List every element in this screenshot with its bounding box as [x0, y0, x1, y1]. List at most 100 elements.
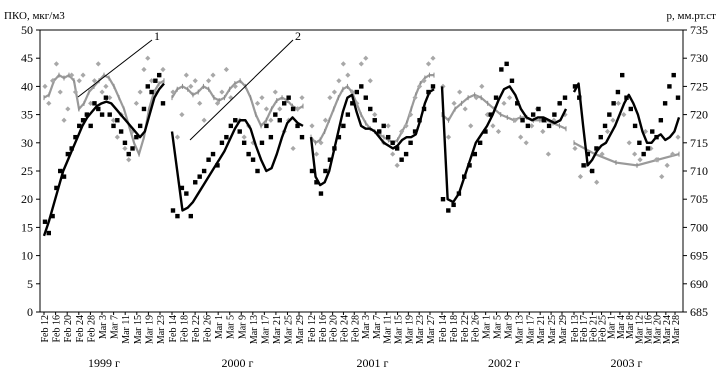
- pressure-point: [88, 100, 94, 106]
- pressure-point: [653, 157, 659, 163]
- pko-point: [290, 106, 296, 112]
- pko-point: [572, 84, 578, 89]
- pko-point: [224, 134, 229, 140]
- pressure-point: [615, 100, 621, 106]
- pressure-point: [664, 162, 670, 168]
- x-tick-label: Mar 13: [249, 315, 260, 344]
- pko-point: [103, 95, 109, 100]
- year-4-series: [440, 61, 568, 213]
- pko-point: [259, 140, 265, 145]
- annotation-2-leader: [189, 39, 294, 141]
- pressure-point: [268, 117, 274, 123]
- pko-point: [273, 112, 278, 117]
- pko-point: [65, 151, 71, 157]
- pko-point: [268, 134, 274, 140]
- pressure-point: [610, 117, 616, 123]
- pko-point: [286, 95, 291, 100]
- pressure-point: [490, 123, 496, 129]
- pko-point: [390, 140, 395, 145]
- annotation-2-label: 2: [295, 29, 301, 43]
- x-tick-label: Mar 8: [625, 315, 636, 339]
- pko-point: [477, 140, 483, 145]
- pko-point: [219, 140, 225, 145]
- pko-point: [350, 101, 355, 106]
- pko-point: [134, 134, 139, 140]
- pko-point: [88, 123, 93, 129]
- pko-point: [585, 151, 591, 157]
- pko-point: [197, 174, 202, 179]
- pko-point: [210, 151, 216, 157]
- pko-point: [472, 151, 478, 157]
- pko-point: [241, 140, 247, 145]
- pko-point: [206, 157, 211, 162]
- pressure-point: [50, 78, 56, 84]
- left-tick-label: 35: [21, 108, 33, 122]
- pressure-point: [137, 89, 143, 95]
- pko-point: [363, 95, 368, 100]
- right-tick-label: 715: [690, 136, 708, 150]
- pressure-point: [313, 151, 320, 157]
- left-tick-label: 15: [21, 220, 33, 234]
- x-tick-label: Mar 21: [536, 315, 547, 344]
- pko-point: [403, 151, 409, 157]
- pko-point: [658, 118, 664, 123]
- pressure-point: [403, 123, 409, 129]
- pko-point: [641, 151, 646, 157]
- pko-point: [193, 180, 198, 185]
- left-tick-label: 20: [21, 192, 33, 206]
- pressure-point: [626, 140, 632, 146]
- x-tick-label: Feb 26: [471, 315, 482, 343]
- x-tick-label: Feb 14: [168, 315, 179, 343]
- x-tick-label: Feb 18: [180, 315, 191, 343]
- pko-point: [662, 101, 668, 106]
- pressure-point: [148, 78, 155, 84]
- x-tick-label: Mar 12: [634, 315, 645, 344]
- pressure-point: [46, 100, 52, 106]
- right-tick-label: 705: [690, 192, 708, 206]
- x-tick-label: Mar 7: [372, 315, 383, 339]
- pko-point: [440, 197, 446, 202]
- pressure-point: [210, 72, 216, 78]
- year-3-series: [309, 55, 436, 196]
- pressure-point: [72, 89, 79, 95]
- pko-point: [295, 123, 300, 129]
- pko-point: [145, 84, 150, 89]
- pko-point: [96, 106, 101, 112]
- right-tick-label: 735: [690, 23, 708, 37]
- pressure-point: [272, 89, 278, 95]
- pko-curve: [572, 82, 681, 167]
- x-tick-label: Mar 1: [214, 315, 225, 339]
- pressure-point: [675, 134, 681, 140]
- pko-point: [264, 123, 269, 129]
- x-tick-label: Mar 24: [662, 315, 673, 344]
- pressure-point: [91, 78, 98, 84]
- pko-point: [141, 106, 147, 112]
- pressure-point: [69, 72, 75, 78]
- pko-point: [107, 112, 112, 117]
- x-tick-label: Feb 22: [460, 315, 471, 343]
- x-tick-label: Mar 15: [133, 315, 144, 344]
- x-tick-label: Feb 12: [307, 315, 318, 343]
- pressure-point: [363, 55, 369, 61]
- pressure-point: [340, 61, 346, 67]
- pressure-point: [65, 106, 71, 112]
- pressure-point: [430, 55, 436, 61]
- pko-point: [541, 118, 546, 123]
- pko-point: [368, 106, 373, 112]
- x-tick-label: Feb 28: [350, 315, 361, 343]
- x-tick-label: Mar 1: [607, 315, 618, 339]
- x-tick-label: Mar 23: [156, 315, 167, 344]
- pressure-point: [309, 123, 315, 129]
- pressure-point: [57, 89, 63, 95]
- pko-point: [188, 213, 193, 219]
- right-tick-label: 685: [690, 305, 708, 319]
- pressure-point: [399, 128, 405, 135]
- x-tick-label: Mar 5: [493, 315, 504, 339]
- x-tick-label: Mar 1: [482, 315, 493, 339]
- pko-point: [412, 129, 418, 134]
- pko-point: [179, 185, 185, 191]
- pko-point: [671, 72, 676, 78]
- pko-point: [99, 112, 105, 117]
- pressure-point: [385, 123, 391, 129]
- left-tick-label: 50: [21, 23, 33, 37]
